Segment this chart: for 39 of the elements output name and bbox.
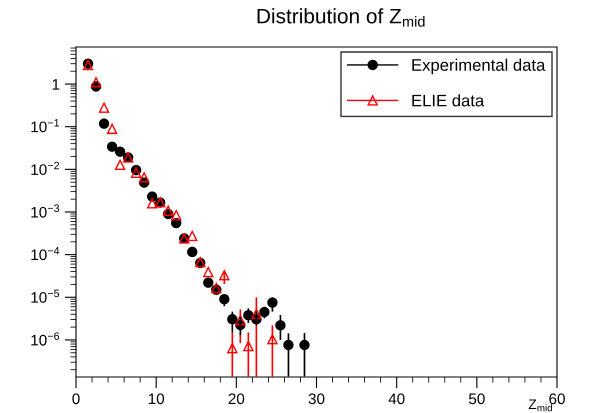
point [219, 270, 230, 280]
chart-title: Distribution of Z$_{mid}$ [258, 8, 425, 27]
point [98, 102, 110, 113]
point [146, 198, 158, 208]
y-tick-label: 10$^{−1}$ [31, 119, 60, 132]
y-tick-label: 10$^{−4}$ [31, 247, 60, 260]
x-tick-label: 20 [228, 393, 244, 404]
point [267, 334, 278, 344]
y-tick-label: 10$^{−6}$ [31, 332, 60, 346]
point [251, 308, 262, 319]
point [171, 210, 182, 220]
y-tick-label: 10$^{−3}$ [31, 204, 60, 218]
legend-label: ELIE data [412, 94, 484, 106]
x-tick-label: 40 [388, 393, 405, 404]
point [203, 266, 214, 278]
point [114, 146, 126, 157]
point [187, 230, 198, 242]
x-tick-label: 30 [308, 393, 324, 404]
point [187, 246, 198, 258]
point [227, 342, 238, 354]
x-tick-label: 50 [468, 393, 485, 404]
y-tick-label: 1 [52, 79, 60, 90]
legend-label: Experimental data [412, 58, 546, 74]
x-tick-label: 60 [549, 393, 565, 404]
point [203, 277, 214, 288]
point [98, 118, 110, 129]
point [162, 206, 174, 216]
point [243, 340, 254, 352]
point [130, 168, 142, 178]
x-tick-label: 0 [72, 393, 80, 404]
x-tick-label: 10 [148, 393, 164, 404]
y-tick-label: 10$^{−5}$ [31, 290, 60, 303]
point [138, 172, 150, 183]
point [114, 160, 126, 170]
point [106, 124, 118, 134]
point [106, 141, 118, 152]
point [90, 77, 102, 88]
point [235, 314, 246, 326]
y-tick-label: 10$^{−2}$ [31, 162, 60, 176]
